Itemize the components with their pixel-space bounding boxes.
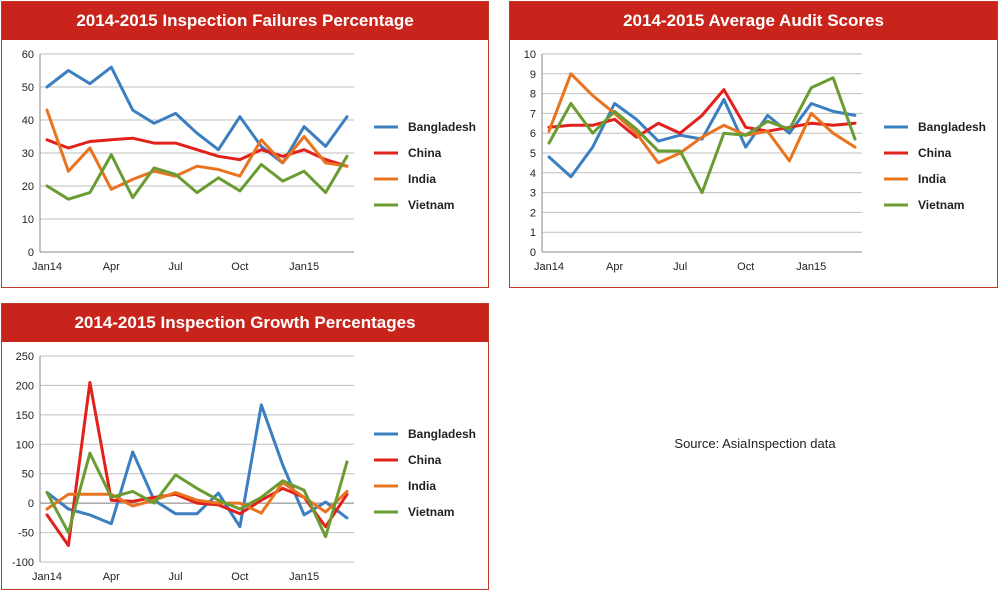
legend-label: India: [918, 172, 946, 186]
x-tick-label: Jan14: [534, 261, 564, 273]
chart-title: 2014-2015 Inspection Growth Percentages: [2, 304, 488, 342]
legend-label: India: [408, 479, 436, 493]
x-tick-label: Apr: [103, 571, 120, 583]
x-tick-label: Jul: [673, 261, 687, 273]
x-tick-label: Jan15: [289, 571, 319, 583]
x-tick-label: Jul: [169, 571, 183, 583]
audit-scores-chart-plot: 0 1 2 3 4 5 6 7 8 9 10 Jan14 Apr Jul Oct Jan15 Banglades…: [524, 49, 986, 273]
y-tick-label: 1: [530, 227, 536, 239]
y-tick-label: 6: [530, 128, 536, 140]
y-tick-label: 50: [22, 82, 34, 94]
growth-chart-panel: 2014-2015 Inspection Growth Percentages …: [1, 303, 489, 590]
y-tick-label: 150: [16, 410, 34, 422]
y-tick-label: -100: [12, 557, 34, 569]
legend-label: Bangladesh: [408, 120, 476, 134]
y-tick-label: 100: [16, 439, 34, 451]
source-note: Source: AsiaInspection data: [674, 436, 836, 451]
x-tick-label: Oct: [231, 261, 248, 273]
y-tick-label: 0: [28, 247, 34, 259]
series-line-india: [45, 108, 349, 191]
y-tick-label: 30: [22, 148, 34, 160]
legend-label: China: [408, 146, 442, 160]
y-tick-label: 200: [16, 380, 34, 392]
y-tick-label: 2: [530, 207, 536, 219]
series-line-india: [547, 72, 857, 165]
series-line-vietnam: [45, 153, 349, 201]
y-tick-label: 0: [530, 247, 536, 259]
legend-label: Bangladesh: [918, 120, 986, 134]
x-tick-label: Apr: [606, 261, 623, 273]
x-tick-label: Jan14: [32, 261, 62, 273]
x-tick-label: Jul: [169, 261, 183, 273]
legend-label: Bangladesh: [408, 427, 476, 441]
series-line-vietnam: [547, 76, 857, 195]
failures-chart-panel: 2014-2015 Inspection Failures Percentage…: [1, 1, 489, 288]
audit-scores-chart-panel: 2014-2015 Average Audit Scores 0 1 2 3 4 5 6 7 8…: [509, 1, 998, 288]
failures-chart-plot: 0 10 20 30 40 50 60 Jan14 Apr Jul Oct Jan15 Banglade…: [22, 49, 476, 273]
y-tick-label: -50: [18, 528, 34, 540]
legend-label: China: [408, 453, 442, 467]
x-tick-label: Jan14: [32, 571, 62, 583]
y-tick-label: 8: [530, 89, 536, 101]
y-tick-label: 3: [530, 188, 536, 200]
y-tick-label: 4: [530, 168, 536, 180]
y-tick-label: 40: [22, 115, 34, 127]
legend-label: China: [918, 146, 952, 160]
series-line-china: [45, 136, 349, 168]
x-tick-label: Oct: [737, 261, 754, 273]
legend-label: India: [408, 172, 436, 186]
growth-chart-plot: -100 -50 0 50 100 150 200 250 Jan14 Apr Jul Oct Jan1…: [12, 351, 476, 583]
x-tick-label: Oct: [231, 571, 248, 583]
y-tick-label: 0: [28, 498, 34, 510]
y-tick-label: 250: [16, 351, 34, 363]
y-tick-label: 60: [22, 49, 34, 61]
legend-label: Vietnam: [918, 198, 964, 212]
chart-title: 2014-2015 Average Audit Scores: [510, 2, 997, 40]
y-tick-label: 9: [530, 69, 536, 81]
legend-label: Vietnam: [408, 505, 454, 519]
y-tick-label: 10: [22, 214, 34, 226]
series-line-china: [547, 88, 857, 139]
series-line-china: [45, 381, 349, 547]
series-line-india: [45, 481, 349, 515]
series-line-bangladesh: [45, 65, 349, 165]
series-line-bangladesh: [45, 403, 349, 529]
x-tick-label: Jan15: [289, 261, 319, 273]
y-tick-label: 10: [524, 49, 536, 61]
y-tick-label: 50: [22, 469, 34, 481]
chart-title: 2014-2015 Inspection Failures Percentage: [2, 2, 488, 40]
x-tick-label: Apr: [103, 261, 120, 273]
y-tick-label: 7: [530, 108, 536, 120]
x-tick-label: Jan15: [796, 261, 826, 273]
series-line-bangladesh: [547, 98, 857, 179]
y-tick-label: 5: [530, 148, 536, 160]
legend-label: Vietnam: [408, 198, 454, 212]
y-tick-label: 20: [22, 181, 34, 193]
series-line-vietnam: [45, 451, 349, 539]
